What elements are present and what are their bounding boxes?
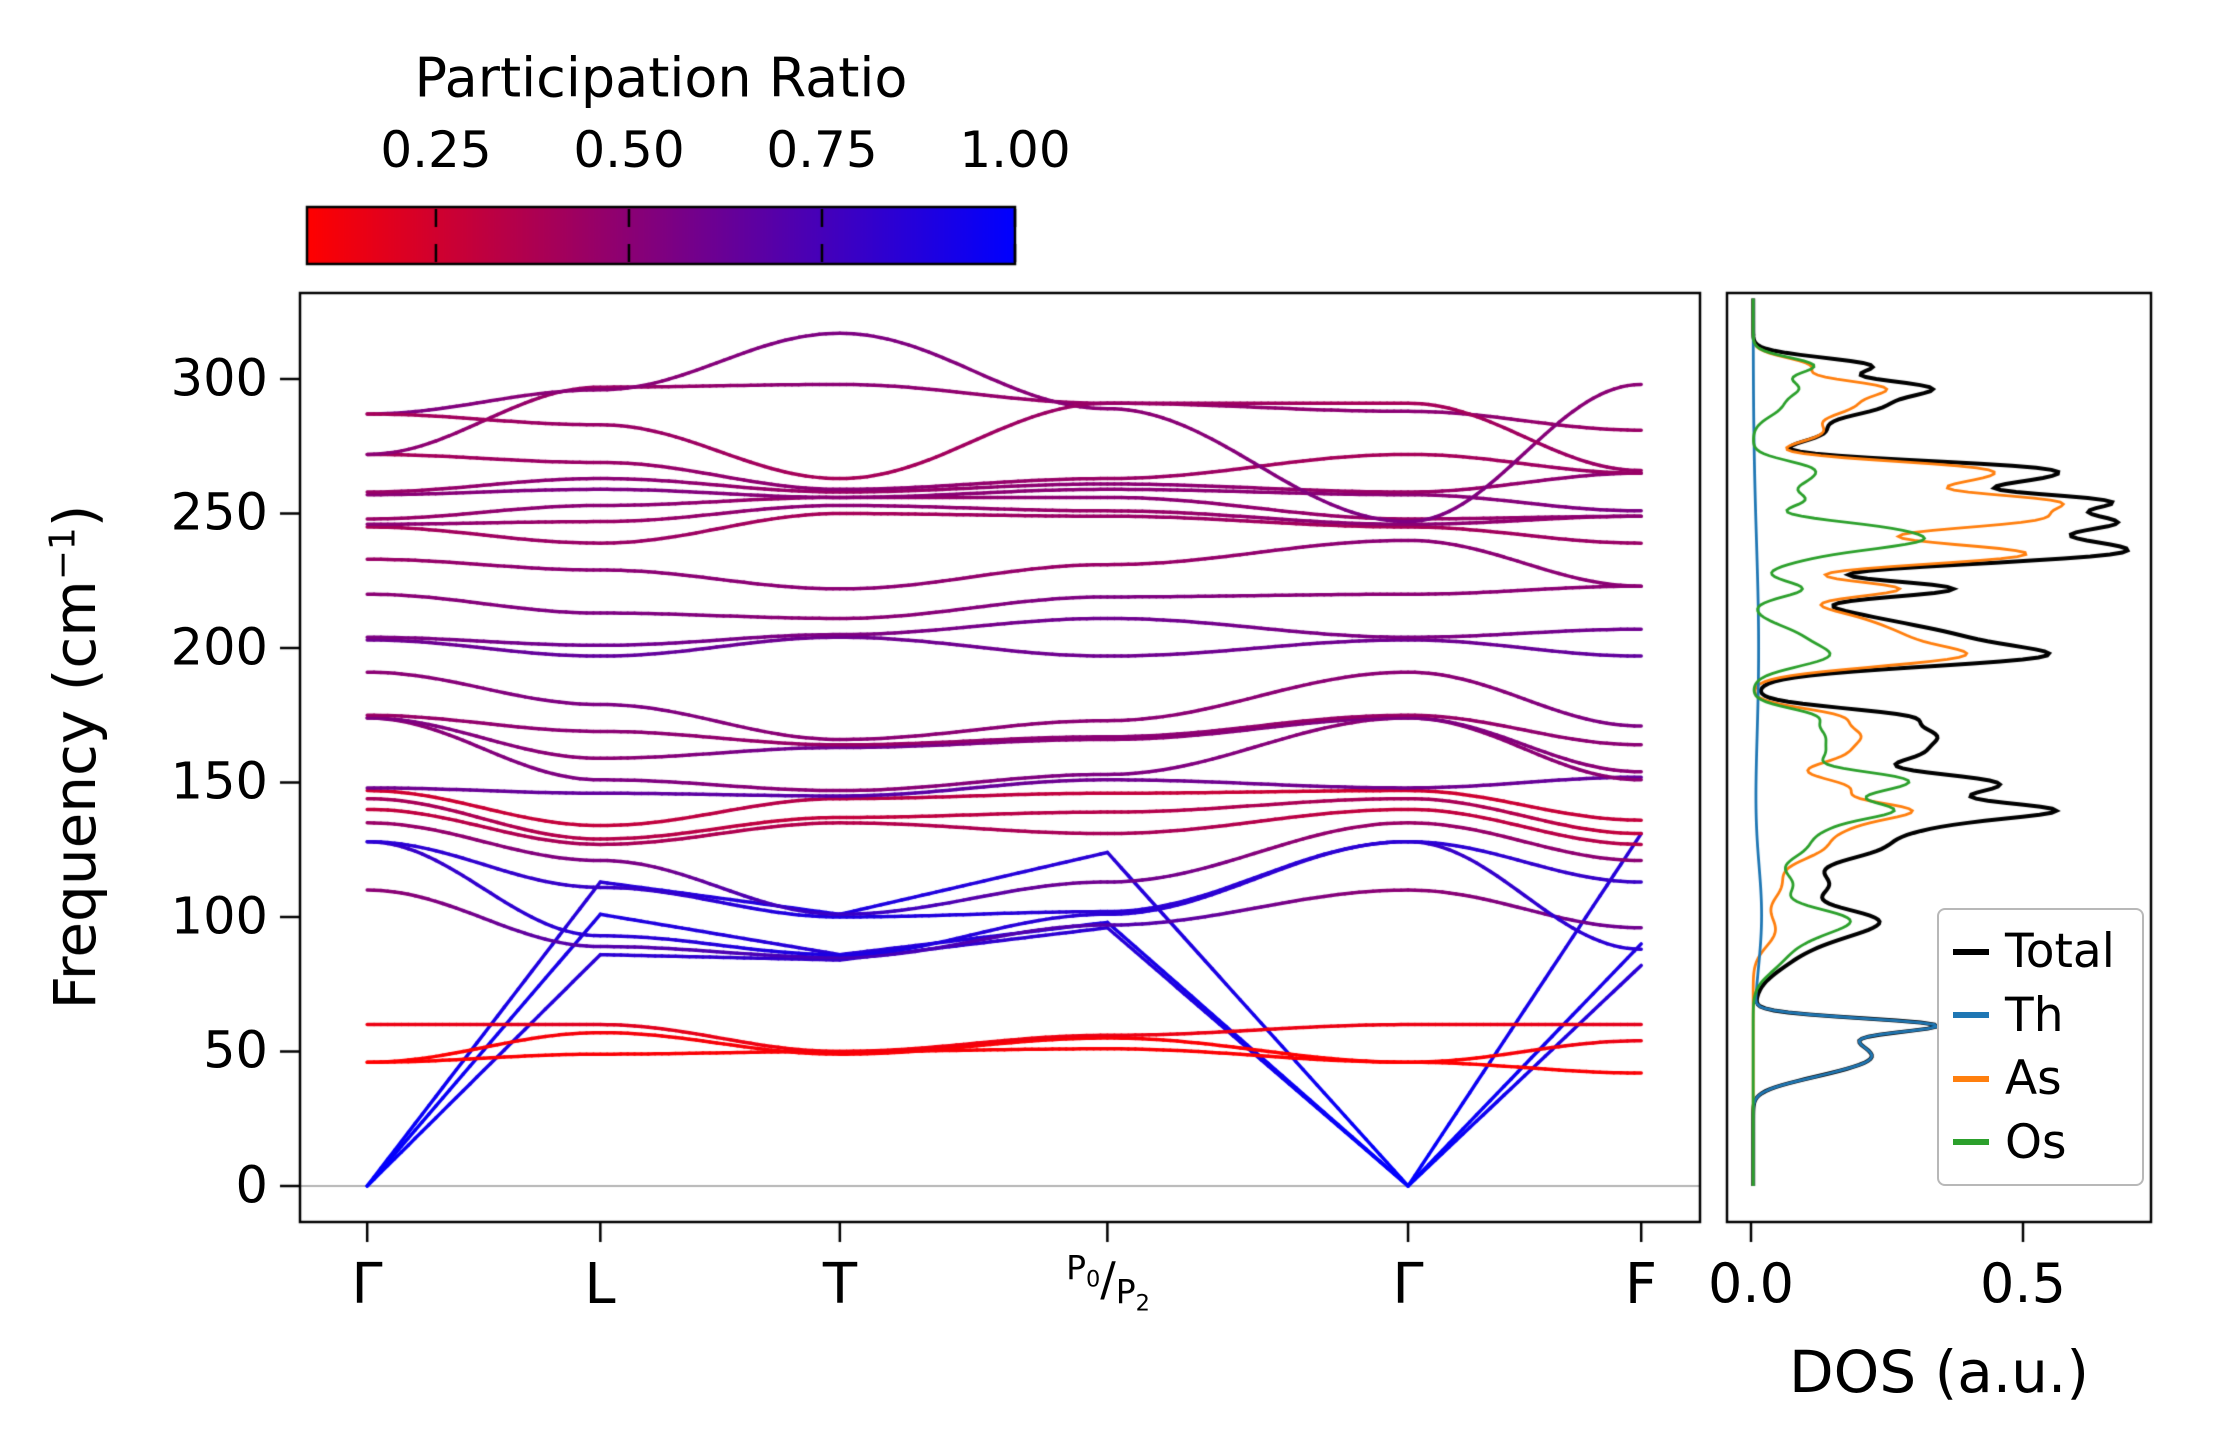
p0-part: P0 xyxy=(1066,1248,1101,1293)
y-tick-label: 100 xyxy=(170,887,268,947)
y-tick-label: 200 xyxy=(170,618,268,678)
x-tick-label-gamma2: Γ xyxy=(1392,1252,1424,1317)
p2-part: P2 xyxy=(1115,1272,1150,1317)
y-axis-label-close: ) xyxy=(41,504,109,528)
x-tick-label-f: F xyxy=(1624,1252,1658,1317)
x-tick-label-gamma1: Γ xyxy=(351,1252,383,1317)
y-tick-label: 300 xyxy=(170,349,268,409)
legend-swatch-total xyxy=(1953,948,1989,955)
legend: Total Th As Os xyxy=(1937,908,2144,1186)
dos-axis-label: DOS (a.u.) xyxy=(1789,1338,2089,1406)
y-tick-label: 150 xyxy=(170,752,268,812)
dos-tick-label: 0.5 xyxy=(1980,1252,2066,1315)
colorbar-tick-label: 0.50 xyxy=(573,121,685,179)
x-tick-label-l: L xyxy=(584,1252,616,1317)
legend-label-as: As xyxy=(2005,1051,2062,1107)
x-tick-label-p0p2: P0/P2 xyxy=(1066,1248,1150,1317)
y-axis-label: Frequency (cm−1) xyxy=(41,505,109,1010)
legend-swatch-os xyxy=(1953,1139,1989,1146)
legend-label-os: Os xyxy=(2005,1114,2067,1170)
colorbar-tick-label: 0.75 xyxy=(766,121,878,179)
x-tick-label-t: T xyxy=(822,1252,858,1317)
colorbar-title: Participation Ratio xyxy=(414,46,908,110)
legend-entry-as: As xyxy=(1953,1051,2128,1106)
y-tick-label: 250 xyxy=(170,483,268,543)
y-tick-label: 50 xyxy=(203,1021,268,1081)
legend-label-total: Total xyxy=(2005,924,2115,980)
y-tick-label: 0 xyxy=(235,1156,268,1216)
legend-label-th: Th xyxy=(2005,987,2064,1043)
legend-entry-th: Th xyxy=(1953,988,2128,1043)
p-slash: / xyxy=(1100,1252,1116,1306)
y-axis-label-exponent: −1 xyxy=(42,527,84,581)
legend-swatch-as xyxy=(1953,1075,1989,1082)
legend-entry-os: Os xyxy=(1953,1115,2128,1170)
y-axis-label-text: Frequency (cm xyxy=(41,580,109,1010)
legend-entry-total: Total xyxy=(1953,924,2128,979)
legend-swatch-th xyxy=(1953,1012,1989,1019)
colorbar-tick-label: 0.25 xyxy=(380,121,492,179)
dos-tick-label: 0.0 xyxy=(1708,1252,1794,1315)
colorbar-tick-label: 1.00 xyxy=(959,121,1071,179)
